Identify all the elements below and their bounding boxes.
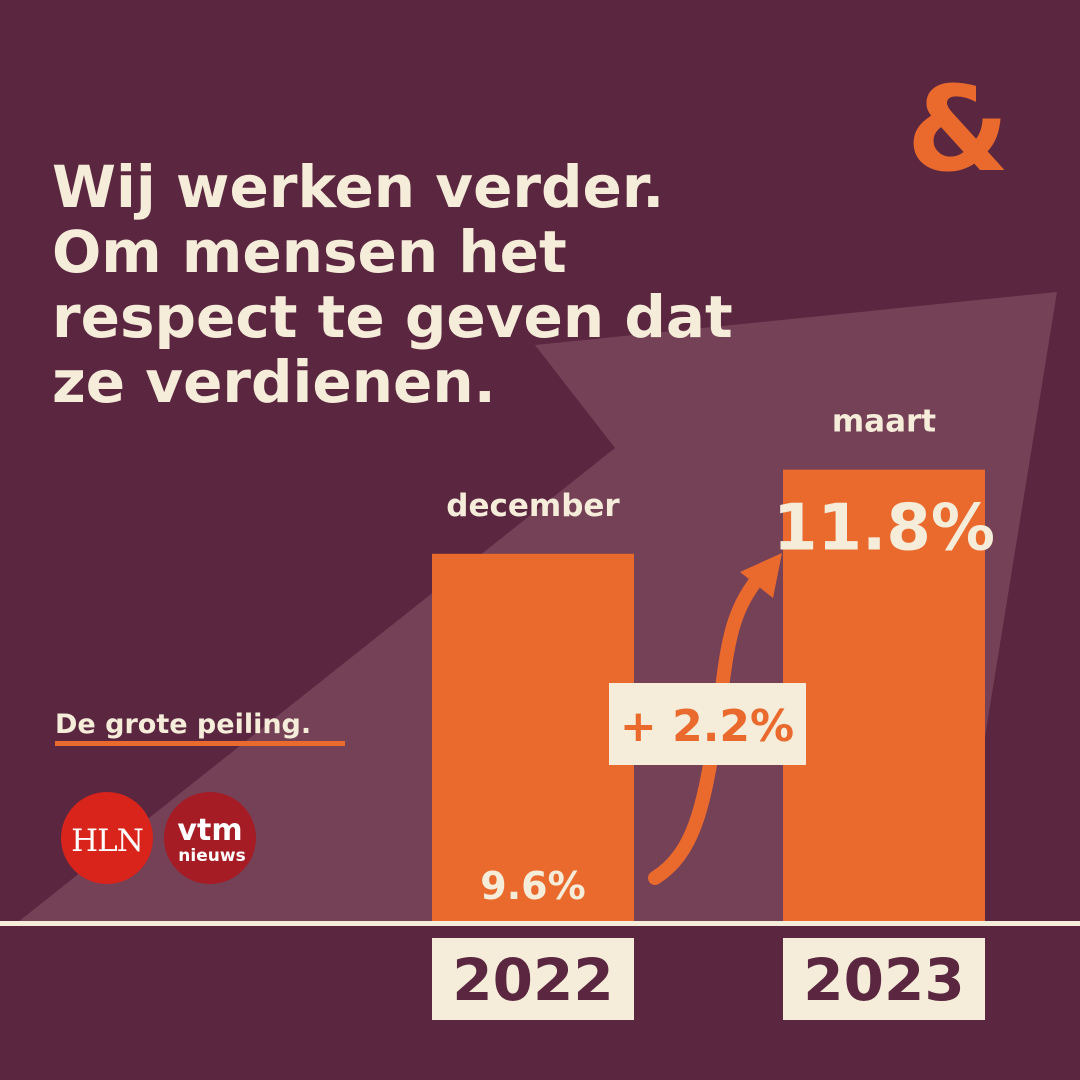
change-badge: + 2.2%	[609, 683, 806, 765]
value-label-2023: 11.8%	[773, 492, 995, 566]
month-label-2022: december	[446, 488, 620, 524]
bar-series: december 9.6% 2022 maart 11.8% 2023	[432, 404, 995, 1020]
year-box-2022	[432, 938, 634, 1020]
value-label-2022: 9.6%	[480, 864, 585, 908]
change-label: + 2.2%	[620, 701, 794, 752]
bar-2023	[783, 469, 985, 921]
vtm-logo-text: vtm	[177, 813, 242, 848]
headline: Wij werken verder. Om mensen het respect…	[52, 153, 733, 416]
headline-line-4: ze verdienen.	[52, 348, 496, 416]
month-label-2023: maart	[832, 404, 936, 440]
year-box-2023	[783, 938, 985, 1020]
subtitle: De grote peiling.	[55, 709, 311, 740]
baseline	[0, 921, 1080, 926]
hln-logo: HLN	[61, 792, 153, 884]
ampersand-logo: &	[907, 60, 1010, 198]
hln-logo-text: HLN	[71, 823, 143, 859]
bar-2022	[432, 553, 634, 921]
headline-line-1: Wij werken verder.	[52, 153, 664, 221]
subtitle-underline	[55, 741, 345, 746]
headline-line-3: respect te geven dat	[52, 283, 733, 351]
headline-line-2: Om mensen het	[52, 218, 567, 286]
vtm-nieuws-text: nieuws	[178, 846, 245, 866]
category-label-2022: 2022	[452, 946, 613, 1014]
category-label-2023: 2023	[803, 946, 964, 1014]
vtm-nieuws-logo: vtm nieuws	[164, 792, 256, 884]
